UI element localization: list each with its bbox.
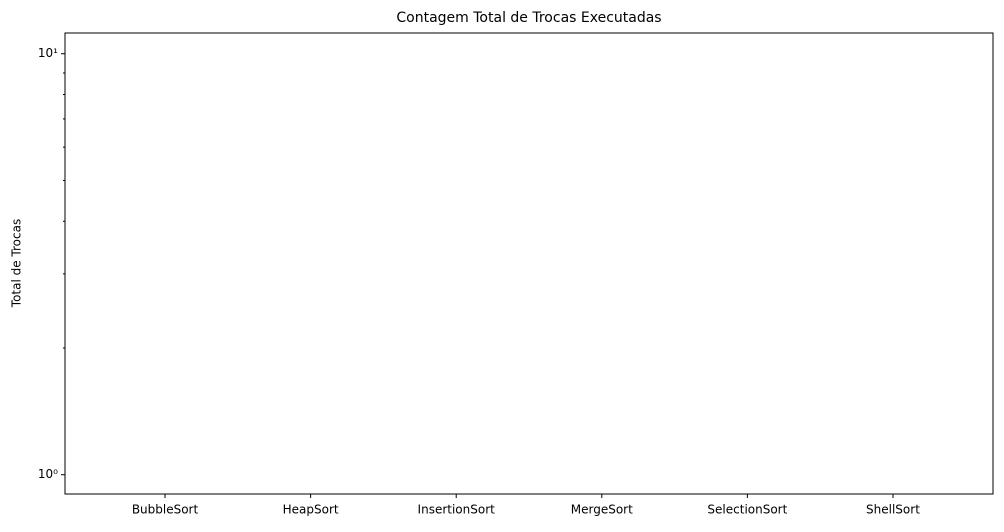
x-tick-label: BubbleSort — [132, 503, 199, 517]
x-tick-label: ShellSort — [866, 503, 920, 517]
x-tick-label: HeapSort — [283, 503, 339, 517]
x-tick-label: MergeSort — [571, 503, 633, 517]
plot-frame — [64, 32, 994, 495]
x-tick-label: SelectionSort — [707, 503, 787, 517]
y-axis-label: Total de Trocas — [10, 219, 24, 308]
x-tick-label: InsertionSort — [418, 503, 496, 517]
y-tick-label: 10⁰ — [38, 467, 58, 481]
chart-title: Contagem Total de Trocas Executadas — [396, 10, 661, 26]
y-tick-label: 10¹ — [38, 46, 58, 60]
